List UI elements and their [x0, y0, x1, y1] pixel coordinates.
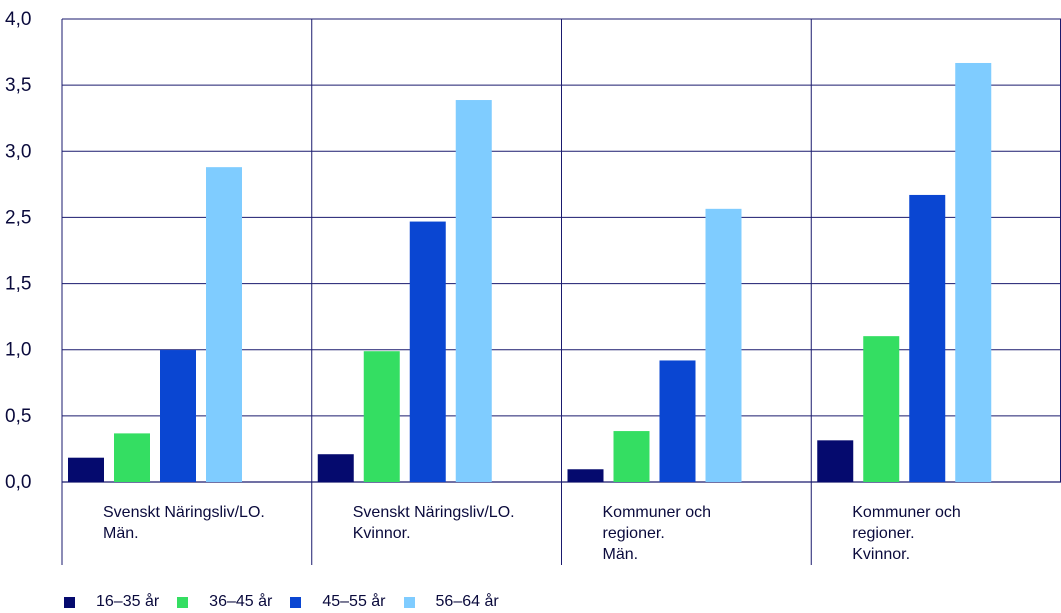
legend-item: 56–64 år — [403, 593, 499, 610]
bar-series-1-category-2 — [317, 454, 354, 482]
bar-series-2-category-2 — [363, 351, 400, 482]
bar-series-2-category-4 — [863, 336, 900, 482]
legend-label: 56–64 år — [435, 593, 499, 610]
bar-series-4-category-2 — [455, 100, 492, 483]
bar-series-3-category-3 — [659, 360, 696, 482]
legend-item: 16–35 år — [64, 594, 159, 610]
category-label-line: regioner. — [603, 525, 665, 542]
y-tick-label: 4,0 — [5, 9, 31, 30]
category-label-line: Kommuner och — [603, 504, 712, 521]
legend-swatch — [290, 596, 302, 608]
category-label-line: Kommuner och — [852, 504, 961, 521]
y-tick-label: 1,5 — [5, 274, 31, 295]
y-tick-label: 0,0 — [5, 472, 31, 493]
category-label-line: Män. — [103, 525, 139, 542]
bar-series-3-category-4 — [909, 194, 946, 482]
bar-series-1-category-4 — [817, 440, 854, 482]
bar-series-4-category-3 — [705, 208, 742, 482]
category-label-line: Svenskt Näringsliv/LO. — [353, 504, 515, 521]
bar-series-4-category-4 — [955, 62, 992, 483]
bars — [68, 62, 992, 483]
legend-item: 36–45 år — [177, 594, 272, 610]
bar-series-1-category-1 — [68, 457, 104, 482]
bar-series-4-category-1 — [206, 167, 242, 482]
y-tick-label: 2,5 — [5, 207, 31, 228]
category-label-line: Kvinnor. — [852, 546, 910, 563]
bar-chart: 0,0 0,5 1,0 1,5 2,5 3,0 3,5 4,0 Svenskt Närings… — [5, 9, 1061, 565]
legend-swatch — [177, 596, 189, 608]
y-tick-label: 3,5 — [5, 75, 31, 96]
bar-series-3-category-1 — [160, 350, 196, 482]
y-axis-tick-labels: 0,0 0,5 1,0 1,5 2,5 3,0 3,5 4,0 — [5, 9, 31, 493]
legend-label: 36–45 år — [209, 593, 273, 610]
bar-series-1-category-3 — [567, 469, 604, 482]
legend-swatch — [64, 596, 75, 608]
category-label-line: Svenskt Näringsliv/LO. — [103, 504, 265, 521]
y-tick-label: 0,5 — [5, 406, 31, 427]
category-label-line: regioner. — [852, 525, 914, 542]
y-tick-label: 3,0 — [5, 141, 31, 162]
x-axis-category-labels: Svenskt Näringsliv/LO. Män. Svenskt Näring… — [103, 504, 961, 563]
legend-label: 16–35 år — [96, 593, 160, 610]
legend-swatch — [403, 596, 415, 608]
bar-series-3-category-2 — [409, 221, 446, 482]
legend: 16–35 år 36–45 år 45–55 år 56–64 år — [64, 594, 517, 610]
bar-series-2-category-3 — [613, 431, 650, 482]
legend-item: 45–55 år — [290, 593, 386, 610]
category-label-line: Män. — [603, 546, 639, 563]
legend-label: 45–55 år — [322, 593, 386, 610]
category-label-line: Kvinnor. — [353, 525, 411, 542]
y-tick-label: 1,0 — [5, 340, 31, 361]
bar-series-2-category-1 — [114, 433, 150, 482]
